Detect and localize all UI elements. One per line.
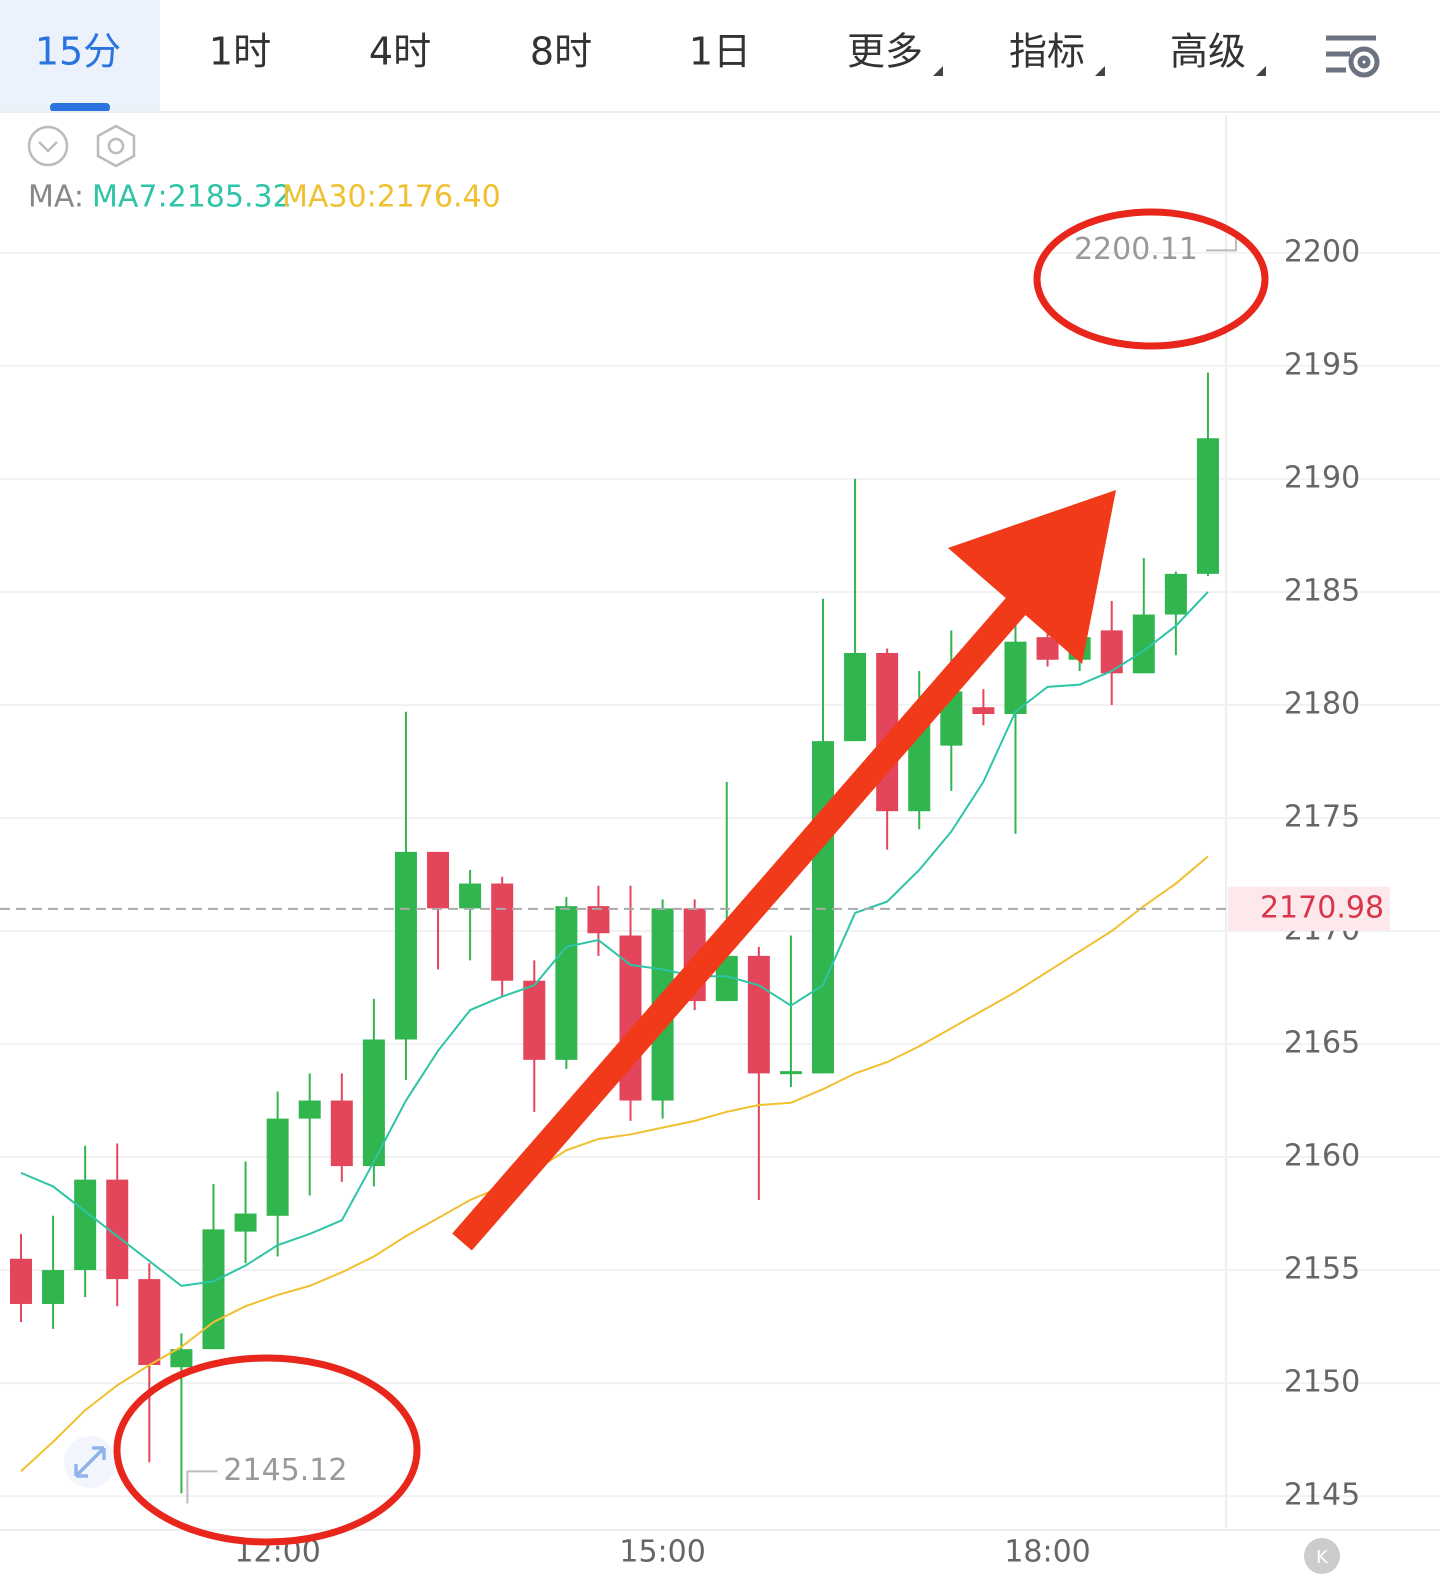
candle-body <box>170 1349 193 1368</box>
y-tick-label: 2160 <box>1284 1139 1360 1174</box>
collapse-chevron <box>38 141 58 153</box>
y-tick-label: 2155 <box>1284 1252 1360 1287</box>
ma-legend: MA30:2176.40 <box>282 180 501 215</box>
ma-line <box>20 591 1209 1287</box>
plot: 2170.98 2200.11 2145.12 <box>0 232 1390 1504</box>
candle-body <box>812 741 834 1074</box>
y-tick-label: 2185 <box>1284 573 1360 608</box>
tab-dropdown <box>1095 66 1105 76</box>
ma-line <box>20 855 1209 1472</box>
y-tick-label: 2200 <box>1284 234 1360 269</box>
candle-body <box>459 883 482 909</box>
annotation-overlay <box>113 208 1269 1546</box>
tab-dropdown <box>933 66 943 76</box>
candle-body <box>1036 637 1059 660</box>
candle-body <box>1100 630 1123 674</box>
candle-body <box>74 1179 97 1271</box>
ma-legend: MA7:2185.32 <box>92 180 292 215</box>
collapse-icon[interactable] <box>27 125 69 167</box>
tab[interactable]: 更多 <box>847 30 923 74</box>
highlight-ellipse <box>1033 208 1269 350</box>
candle-body <box>394 851 417 1040</box>
k-icon-glyph: K <box>1316 1547 1329 1568</box>
candle-body <box>427 851 450 909</box>
candle-body <box>779 1071 802 1075</box>
tab[interactable]: 15分 <box>35 30 121 74</box>
y-tick-label: 2165 <box>1284 1026 1360 1061</box>
candle-body <box>234 1213 257 1232</box>
current-price-label: 2170.98 <box>1260 890 1384 925</box>
candle-body <box>1004 641 1027 715</box>
y-tick-label: 2150 <box>1284 1365 1360 1400</box>
max-label: 2200.11 <box>1074 232 1198 267</box>
candle-body <box>844 652 867 742</box>
highlight-ellipse <box>113 1354 421 1546</box>
candle-body <box>330 1100 353 1167</box>
y-tick-label: 2195 <box>1284 347 1360 382</box>
trend-arrow-head <box>948 490 1116 664</box>
settings-hex-dot <box>107 137 125 155</box>
candle-body <box>1164 573 1187 615</box>
tab-bar: 15分 1时 4时 8时 1日 更多 指标 高级 <box>0 0 1266 112</box>
tab[interactable]: 8时 <box>530 30 592 74</box>
candle-body <box>555 906 578 1060</box>
candle-body <box>1196 438 1219 574</box>
candle-body <box>298 1100 321 1119</box>
x-tick-label: 18:00 <box>1004 1535 1090 1570</box>
tab[interactable]: 指标 <box>1009 30 1085 74</box>
trend-arrow-shaft <box>452 581 1040 1251</box>
candle-body <box>42 1270 65 1304</box>
candle-body <box>523 980 546 1060</box>
y-tick-label: 2180 <box>1284 686 1360 721</box>
current-price-bg <box>1228 886 1390 931</box>
candle-body <box>202 1229 225 1350</box>
candle-body <box>106 1179 129 1280</box>
candle-body <box>362 1039 385 1167</box>
settings-icon[interactable] <box>1326 35 1380 78</box>
y-tick-label: 2175 <box>1284 799 1360 834</box>
y-tick-label: 2190 <box>1284 460 1360 495</box>
settings-hex-icon[interactable] <box>96 124 136 168</box>
x-tick-label: 15:00 <box>619 1535 705 1570</box>
y-tick-label: 2145 <box>1284 1478 1360 1513</box>
k-icon[interactable] <box>1304 1538 1340 1574</box>
tab[interactable]: 1时 <box>209 30 271 74</box>
candle-body <box>908 720 931 812</box>
tab[interactable]: 4时 <box>369 30 431 74</box>
tab-dropdown <box>1256 66 1266 76</box>
candle-body <box>747 955 770 1074</box>
candle-body <box>972 707 995 715</box>
candle-body <box>715 955 738 1002</box>
candle-body <box>587 906 610 934</box>
min-label: 2145.12 <box>223 1453 347 1488</box>
candle-body <box>266 1118 289 1216</box>
tab[interactable]: 高级 <box>1170 30 1246 74</box>
ma-prefix: MA: <box>28 180 84 215</box>
tab-active-bg <box>0 0 160 112</box>
candle-body <box>10 1258 32 1304</box>
tab[interactable]: 1日 <box>689 30 751 74</box>
grid: 2145215021552160216521702175218021852190… <box>0 234 1440 1570</box>
min-pointer <box>186 1470 218 1504</box>
expand-icon[interactable] <box>64 1436 116 1488</box>
candle-body <box>138 1279 161 1365</box>
candle-body <box>491 883 514 981</box>
tab-indicator <box>50 103 110 112</box>
max-pointer <box>1206 238 1237 252</box>
candle-body <box>1132 614 1155 674</box>
